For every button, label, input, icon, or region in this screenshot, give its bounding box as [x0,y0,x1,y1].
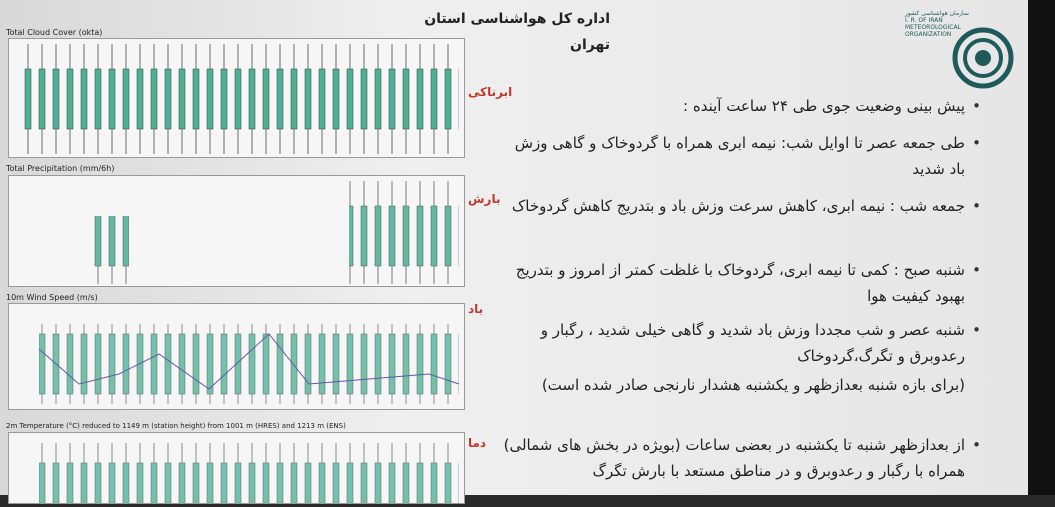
chart-panel [8,432,465,504]
logo-text: سازمان هواشناسی کشور I. R. OF IRAN METEO… [905,10,969,38]
logo-mark [952,27,1014,89]
screen-bezel [1028,0,1055,495]
panel-art [89,181,459,284]
logo-fa: سازمان هواشناسی کشور [905,10,969,17]
panel-art [19,41,459,155]
panel-title: 10m Wind Speed (m/s) [6,293,98,302]
panel-title: Total Cloud Cover (okta) [6,28,103,37]
note: (برای بازه شنبه بعدازظهر و یکشنبه هشدار … [541,376,965,394]
panel-art [39,443,459,503]
page: اداره کل هواشناسی استان تهران سازمان هوا… [0,0,1055,495]
panel-label: بارش [468,192,501,206]
logo-line: METEOROLOGICAL [905,24,961,31]
header-title: اداره کل هواشناسی استان تهران [424,11,610,53]
bullet: از بعدازظهر شنبه تا یکشنبه در بعضی ساعات… [495,432,981,484]
panel-title: 2m Temperature (°C) reduced to 1149 m (s… [6,422,346,430]
panel-label: دما [468,436,487,450]
chart-panel [8,175,465,287]
chart-panel [8,303,465,410]
slide: اداره کل هواشناسی استان تهران سازمان هوا… [0,0,1028,495]
chart-panel [8,38,465,158]
logo-line: ORGANIZATION [905,31,952,38]
bullet: طی جمعه عصر تا اوایل شب: نیمه ابری همراه… [500,130,981,182]
panel-label: باد [468,302,484,316]
bullet: جمعه شب : نیمه ابری، کاهش سرعت وزش باد و… [500,193,981,219]
panel-title: Total Precipitation (mm/6h) [6,164,115,173]
bullet: پیش بینی وضعیت جوی طی ۲۴ ساعت آینده : [620,93,981,119]
logo-line: I. R. OF IRAN [905,17,943,24]
bullet: شنبه صبح : کمی تا نیمه ابری، گردوخاک با … [500,257,981,309]
panel-art [38,324,460,404]
panel-label: ابرناکی [468,85,513,99]
bullet: شنبه عصر و شب مجددا وزش باد شدید و گاهی … [500,317,981,369]
